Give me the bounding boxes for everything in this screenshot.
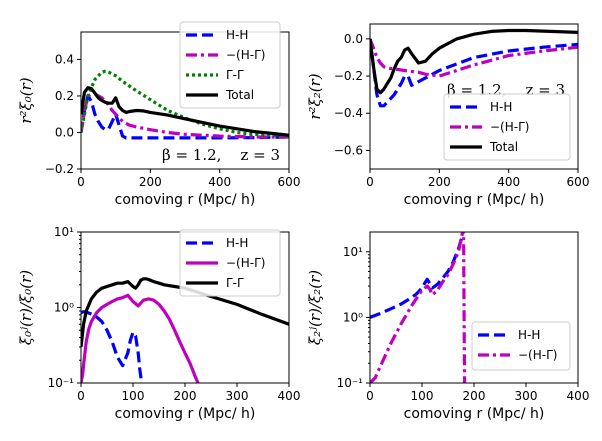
p2-xtick-label: 600 <box>567 175 590 189</box>
p4-xtick-label: 300 <box>515 389 538 403</box>
p3-legend-frame <box>179 229 281 297</box>
p3-x-axis-label: comoving r (Mpc/ h) <box>115 406 256 422</box>
p2-ytick-label: −0.4 <box>334 106 363 120</box>
p2-series-total-line <box>370 28 578 95</box>
p3-ytick-label: 10⁻¹ <box>48 376 75 390</box>
p2-legend-label: H-H <box>490 100 512 114</box>
p3-legend-label: −(H-Γ) <box>226 256 265 270</box>
p3-xtick-label: 200 <box>174 389 197 403</box>
p3-ytick-label: 10¹ <box>54 225 74 239</box>
p1-series-h-h-line <box>81 94 289 140</box>
p1-xtick-label: 600 <box>278 175 301 189</box>
p4-ytick-label: 10⁰ <box>343 310 363 324</box>
p4-ytick-label: 10¹ <box>343 245 363 259</box>
p1-x-axis-label: comoving r (Mpc/ h) <box>115 192 256 208</box>
p3-xtick-label: 100 <box>122 389 145 403</box>
panel-xi2-ratio: 0 100 200 300 400 10⁻¹ 10⁰ 10¹ comoving r (Mpc/ … <box>306 231 590 422</box>
p3-series-h-h-line <box>81 310 144 383</box>
p4-legend: H-H −(H-Γ) <box>471 321 571 371</box>
p1-series-total-line <box>81 86 289 137</box>
p3-legend-label: Γ-Γ <box>226 276 244 290</box>
p4-xtick-label: 200 <box>463 389 486 403</box>
p3-xtick-label: 400 <box>278 389 301 403</box>
p1-legend-frame <box>179 21 281 109</box>
panel-xi2-r2: 0 200 400 600 −0.6 −0.4 −0.2 0.0 comoving r (Mpc… <box>306 23 590 208</box>
p3-y-axis-label: ξ₀ʲ(r)/ξ₀(r) <box>17 270 35 345</box>
p2-x-axis-label: comoving r (Mpc/ h) <box>404 192 545 208</box>
panel-xi0-r2: 0 200 400 600 −0.2 0.0 0.2 0.4 comoving r (Mpc/ … <box>17 21 301 208</box>
p4-xtick-label: 400 <box>567 389 590 403</box>
p2-legend-label: −(H-Γ) <box>490 120 529 134</box>
p3-ytick-label: 10⁰ <box>54 301 74 315</box>
p1-xtick-label: 0 <box>77 175 85 189</box>
p1-legend-label: Total <box>225 88 254 102</box>
p1-xtick-label: 400 <box>208 175 231 189</box>
p4-x-axis-label: comoving r (Mpc/ h) <box>404 406 545 422</box>
p4-legend-label: −(H-Γ) <box>518 348 557 362</box>
p2-legend: H-H −(H-Γ) Total <box>443 93 571 161</box>
p2-xtick-label: 200 <box>428 175 451 189</box>
p1-annotation: β = 1.2, z = 3 <box>162 146 280 164</box>
p2-ytick-label: −0.2 <box>334 69 363 83</box>
p3-xtick-label: 0 <box>77 389 85 403</box>
p1-ytick-label: −0.2 <box>45 162 74 176</box>
p1-ytick-label: 0.4 <box>55 52 74 66</box>
p1-legend-label: H-H <box>226 28 248 42</box>
p2-ytick-label: −0.6 <box>334 143 363 157</box>
p4-y-axis-label: ξ₂ʲ(r)/ξ₂(r) <box>306 270 324 345</box>
p1-ytick-label: 0.0 <box>55 125 74 139</box>
p1-ytick-label: 0.2 <box>55 89 74 103</box>
p3-legend-label: H-H <box>226 236 248 250</box>
p2-legend-label: Total <box>489 140 518 154</box>
p4-series-h-line <box>370 232 467 383</box>
p1-legend-label: −(H-Γ) <box>226 48 265 62</box>
p2-ytick-label: 0.0 <box>344 32 363 46</box>
p3-legend: H-H −(H-Γ) Γ-Γ <box>179 229 281 297</box>
p4-legend-label: H-H <box>518 328 540 342</box>
p3-xtick-label: 300 <box>226 389 249 403</box>
p4-ytick-label: 10⁻¹ <box>337 376 364 390</box>
p4-xtick-label: 0 <box>366 389 374 403</box>
p1-y-axis-label: r²ξ₀(r) <box>17 77 35 123</box>
p3-series-h-line <box>81 293 200 383</box>
p2-xtick-label: 0 <box>366 175 374 189</box>
p2-series-h-h-line <box>370 38 578 108</box>
p1-series--line <box>81 69 289 138</box>
p2-legend-frame <box>443 93 571 161</box>
p2-y-axis-label: r²ξ₂(r) <box>306 73 324 119</box>
p4-xtick-label: 100 <box>411 389 434 403</box>
p1-legend-label: Γ-Γ <box>226 68 244 82</box>
p2-series-h-line <box>370 38 578 78</box>
p1-legend: H-H −(H-Γ) Γ-Γ Total <box>179 21 281 109</box>
p1-xtick-label: 200 <box>139 175 162 189</box>
p2-xtick-label: 400 <box>497 175 520 189</box>
p1-series-h-line <box>81 92 289 139</box>
p2-axes-frame <box>369 23 579 170</box>
panel-xi0-ratio: 0 100 200 300 400 10⁻¹ 10⁰ 10¹ comoving r (Mpc/ … <box>17 225 300 422</box>
